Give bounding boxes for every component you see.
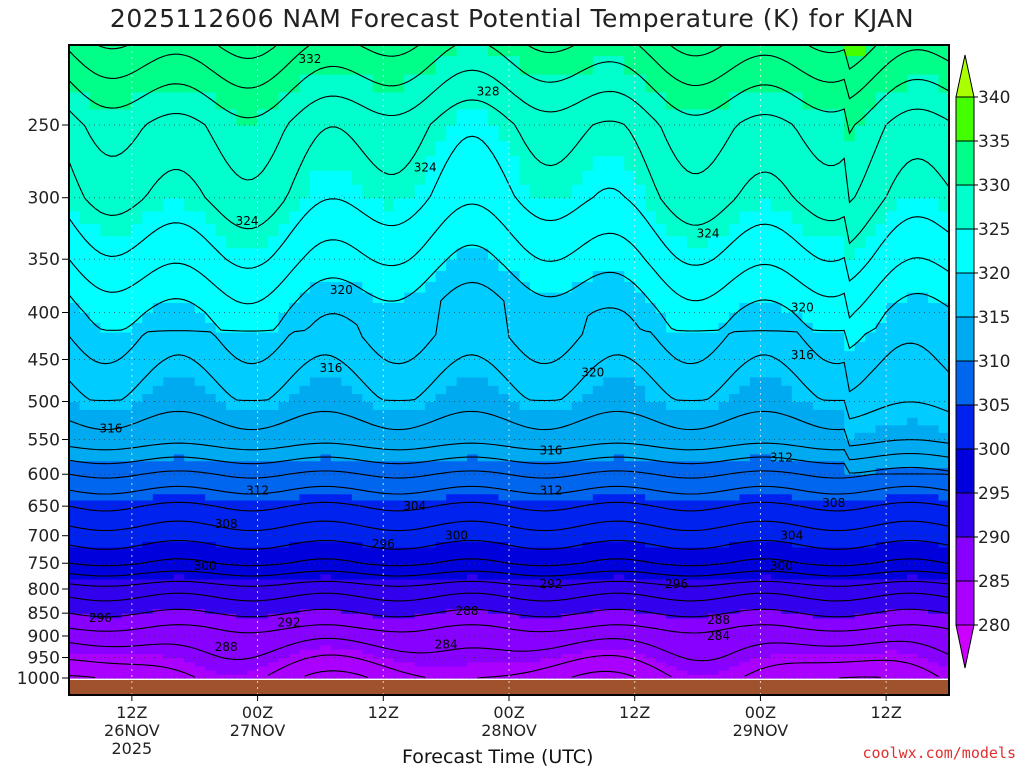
colorbar-segment-335 <box>955 96 975 142</box>
colorbar-label-335: 335 <box>978 132 1010 152</box>
colorbar-arrow-top <box>955 54 975 98</box>
y-tick-label-750: 750 <box>28 554 60 574</box>
x-tick-label-1-0: 00Z <box>242 703 273 722</box>
isotherm-label-6: 320 <box>581 366 604 380</box>
colorbar-segment-330 <box>955 140 975 186</box>
x-tick-label-0-1: 26NOV <box>104 721 160 740</box>
y-tick-label-900: 900 <box>28 627 60 647</box>
colorbar-segment-300 <box>955 404 975 450</box>
isotherm-label-19: 300 <box>194 559 217 573</box>
plot-area: 332 328 324 324 324 320 320 320 316 316 316 316 312 3… <box>69 45 949 695</box>
colorbar-label-300: 300 <box>978 440 1010 460</box>
isotherm-label-15: 308 <box>215 517 238 531</box>
x-tick-label-6-0: 12Z <box>870 703 901 722</box>
isotherm-labels: 332 328 324 324 324 320 320 320 316 316 316 316 312 3… <box>89 52 845 654</box>
colorbar-label-325: 325 <box>978 220 1010 240</box>
x-tick-label-5-1: 29NOV <box>733 721 789 740</box>
colorbar-label-280: 280 <box>978 616 1010 636</box>
x-tick-label-2-0: 12Z <box>368 703 399 722</box>
x-tick-label-3-1: 28NOV <box>481 721 537 740</box>
colorbar-label-285: 285 <box>978 572 1010 592</box>
isotherm-label-0: 332 <box>298 52 321 66</box>
y-tick-label-250: 250 <box>28 116 60 136</box>
y-tick-label-400: 400 <box>28 303 60 323</box>
isotherm-label-18: 304 <box>780 529 803 543</box>
y-tick-label-550: 550 <box>28 431 60 451</box>
isotherm-label-16: 308 <box>822 496 845 510</box>
colorbar-segment-295 <box>955 448 975 494</box>
isotherm-label-21: 300 <box>770 559 793 573</box>
isotherm-label-25: 292 <box>278 615 301 629</box>
colorbar-segment-325 <box>955 184 975 230</box>
x-tick-label-0-0: 12Z <box>116 703 147 722</box>
isotherm-label-11: 316 <box>539 443 562 457</box>
chart-title: 2025112606 NAM Forecast Potential Temper… <box>109 4 915 33</box>
isotherm-label-9: 316 <box>791 348 814 362</box>
isotherm-label-24: 296 <box>89 611 112 625</box>
isotherm-label-2: 324 <box>414 160 437 174</box>
isotherm-label-31: 284 <box>707 629 730 643</box>
x-tick-label-5-0: 00Z <box>745 703 776 722</box>
x-tick-label-4-0: 12Z <box>619 703 650 722</box>
y-tick-label-450: 450 <box>28 350 60 370</box>
colorbar-label-330: 330 <box>978 176 1010 196</box>
isotherm-label-13: 312 <box>539 484 562 498</box>
colorbar-label-320: 320 <box>978 264 1010 284</box>
isotherm-label-26: 292 <box>539 577 562 591</box>
isotherm-label-12: 312 <box>246 484 269 498</box>
colorbar-label-340: 340 <box>978 88 1010 108</box>
colorbar-segment-315 <box>955 272 975 318</box>
y-tick-label-500: 500 <box>28 393 60 413</box>
colorbar-label-295: 295 <box>978 484 1010 504</box>
isotherm-label-4: 324 <box>697 226 720 240</box>
isotherm-label-23: 296 <box>665 577 688 591</box>
grid-lines <box>69 45 949 695</box>
y-tick-label-300: 300 <box>28 189 60 209</box>
y-axis: 250 300 350 400 450 500 550 600 650 700 750 800 850 9… <box>17 116 69 689</box>
isotherm-label-28: 288 <box>456 604 479 618</box>
x-axis-label: Forecast Time (UTC) <box>402 746 594 768</box>
colorbar-segment-285 <box>955 536 975 582</box>
colorbar-label-290: 290 <box>978 528 1010 548</box>
source-credit: coolwx.com/models <box>862 744 1016 762</box>
colorbar-label-310: 310 <box>978 352 1010 372</box>
colorbar-arrow-bottom <box>955 624 975 669</box>
isotherm-label-20: 300 <box>445 529 468 543</box>
colorbar: 340 335 330 325 320 315 310 305 300 295 290 285 280 <box>955 54 1010 669</box>
isotherm-label-30: 284 <box>435 638 458 652</box>
y-tick-label-600: 600 <box>28 465 60 485</box>
isotherm-label-10: 316 <box>99 421 122 435</box>
x-tick-label-0-2: 2025 <box>111 739 152 758</box>
colorbar-segment-310 <box>955 316 975 362</box>
colorbar-segment-280 <box>955 580 975 626</box>
isotherm-label-5: 320 <box>330 283 353 297</box>
y-tick-label-800: 800 <box>28 580 60 600</box>
colorbar-segment-320 <box>955 228 975 274</box>
isotherm-label-1: 328 <box>477 85 500 99</box>
isotherm-label-14: 312 <box>770 450 793 464</box>
isotherm-label-7: 320 <box>791 300 814 314</box>
colorbar-label-305: 305 <box>978 396 1010 416</box>
y-tick-label-950: 950 <box>28 649 60 669</box>
y-tick-label-700: 700 <box>28 527 60 547</box>
colorbar-segment-305 <box>955 360 975 406</box>
y-tick-label-1000: 1000 <box>17 669 60 689</box>
isotherm-label-17: 304 <box>403 499 426 513</box>
x-tick-label-1-1: 27NOV <box>230 721 286 740</box>
isotherm-label-3: 324 <box>236 214 259 228</box>
y-tick-label-850: 850 <box>28 604 60 624</box>
isotherm-label-29: 288 <box>707 613 730 627</box>
isotherm-label-8: 316 <box>319 361 342 375</box>
colorbar-segment-290 <box>955 492 975 538</box>
isotherm-label-27: 288 <box>215 640 238 654</box>
colorbar-label-315: 315 <box>978 308 1010 328</box>
y-tick-label-650: 650 <box>28 497 60 517</box>
x-tick-label-3-0: 00Z <box>493 703 524 722</box>
y-tick-label-350: 350 <box>28 250 60 270</box>
isotherm-label-22: 296 <box>372 537 395 551</box>
